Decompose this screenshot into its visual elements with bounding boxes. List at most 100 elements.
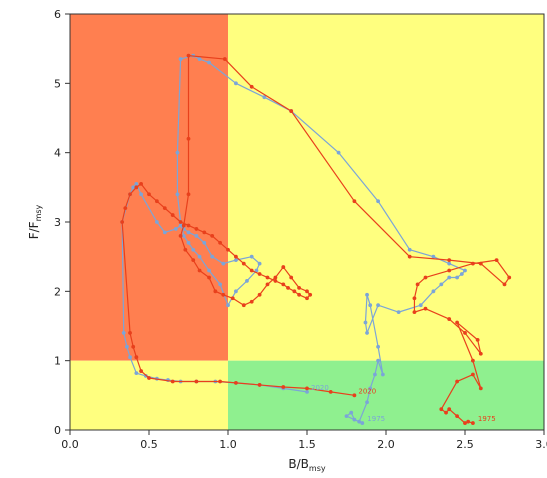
- series-1-point: [292, 289, 297, 294]
- zone-1: [228, 14, 544, 361]
- series-0-point: [305, 389, 309, 394]
- series-0-point: [365, 400, 369, 405]
- series-0-point: [376, 303, 380, 308]
- series-1-point: [234, 254, 238, 259]
- series-0-point: [139, 192, 144, 197]
- series-0-point: [380, 372, 385, 377]
- series-1-point: [213, 289, 218, 294]
- series-1-point: [305, 386, 309, 391]
- series-0-point: [349, 410, 354, 415]
- series-0-point: [439, 282, 444, 287]
- series-0-point: [368, 303, 373, 308]
- series-0-start-label: 1975: [367, 415, 385, 423]
- series-1-point: [265, 275, 270, 280]
- series-0-point: [365, 292, 369, 297]
- y-axis-title: F/Fmsy: [27, 204, 43, 239]
- series-1-point: [249, 84, 254, 89]
- series-1-point: [305, 289, 309, 294]
- series-0-point: [245, 279, 249, 283]
- series-1-point: [210, 233, 215, 238]
- series-1-point: [471, 372, 475, 377]
- series-1-point: [289, 275, 294, 280]
- series-layer: [120, 53, 512, 425]
- y-tick-label: 3: [54, 216, 61, 229]
- series-1-point: [194, 379, 199, 384]
- series-1-line: [121, 54, 510, 424]
- series-0-point: [197, 254, 202, 259]
- x-tick-label: 0.0: [61, 438, 79, 451]
- x-axis: 0.0 0.5 1.0 1.5 2.0 2.5 3.0: [61, 430, 547, 451]
- series-0-point: [455, 275, 459, 280]
- series-0-point: [376, 344, 380, 349]
- series-0-point: [249, 254, 254, 259]
- x-axis-title-sub: msy: [309, 464, 326, 473]
- x-axis-title: B/Bmsy: [288, 457, 325, 473]
- series-1-point: [257, 272, 262, 276]
- series-1-point: [328, 389, 333, 394]
- series-1-point: [265, 282, 270, 287]
- x-tick-label: 2.5: [456, 438, 474, 451]
- series-0-point: [218, 282, 223, 287]
- series-1-point: [289, 109, 294, 113]
- series-1-point: [478, 261, 483, 266]
- series-0-point: [234, 81, 238, 86]
- series-0-point: [131, 185, 136, 190]
- series-0-point: [121, 331, 126, 335]
- series-1-point: [466, 419, 471, 424]
- series-1-point: [273, 279, 278, 283]
- series-1-point: [147, 376, 151, 380]
- series-0-point: [134, 181, 139, 186]
- series-0-point: [234, 258, 238, 263]
- series-0-point: [254, 268, 259, 273]
- series-0-point: [431, 289, 436, 294]
- series-0-point: [134, 371, 139, 376]
- series-1-point: [191, 258, 196, 263]
- series-1-point: [308, 292, 313, 297]
- series-0-point: [173, 227, 178, 231]
- y-tick-label: 5: [54, 77, 61, 90]
- x-tick-label: 3.0: [535, 438, 547, 451]
- series-1-point: [507, 275, 512, 280]
- series-0-point: [226, 303, 230, 308]
- series-1-point: [207, 275, 211, 280]
- series-0-point: [376, 199, 380, 204]
- series-0-point: [155, 220, 159, 224]
- series-1-point: [257, 383, 262, 387]
- series-0-point: [162, 230, 167, 235]
- series-0-point: [352, 417, 357, 422]
- series-1-point: [221, 292, 226, 297]
- series-1-point: [447, 268, 452, 273]
- series-1-point: [128, 331, 132, 335]
- annotation-layer: 1975 2020 1975 2020: [311, 384, 496, 423]
- y-axis-title-main: F/F: [27, 221, 41, 239]
- series-1-point: [407, 254, 412, 259]
- series-1-point: [475, 337, 480, 342]
- series-0-point: [186, 230, 191, 235]
- series-1-point: [471, 421, 475, 425]
- series-1-point: [120, 220, 125, 224]
- series-1-point: [218, 240, 223, 245]
- series-0-point: [463, 268, 467, 273]
- series-1-point: [257, 292, 262, 297]
- series-1-point: [273, 275, 278, 280]
- y-tick-label: 6: [54, 8, 61, 21]
- y-tick-label: 4: [54, 147, 61, 160]
- series-0-point: [368, 386, 373, 391]
- series-1-point: [218, 379, 223, 384]
- y-tick-label: 1: [54, 355, 61, 368]
- series-0-point: [175, 192, 180, 197]
- series-1-point: [123, 206, 128, 211]
- series-0-point: [175, 150, 180, 155]
- series-1-point: [444, 410, 448, 415]
- series-0-end-label: 2020: [311, 384, 329, 392]
- series-1-point: [241, 303, 246, 308]
- series-1-point: [471, 261, 475, 266]
- series-1-point: [183, 247, 188, 252]
- series-1-point: [186, 192, 191, 197]
- series-1-point: [181, 223, 186, 228]
- series-1-point: [162, 206, 167, 211]
- series-1-point: [478, 351, 483, 356]
- zone-3: [228, 360, 544, 430]
- series-1-point: [494, 258, 499, 263]
- series-1-point: [139, 369, 144, 373]
